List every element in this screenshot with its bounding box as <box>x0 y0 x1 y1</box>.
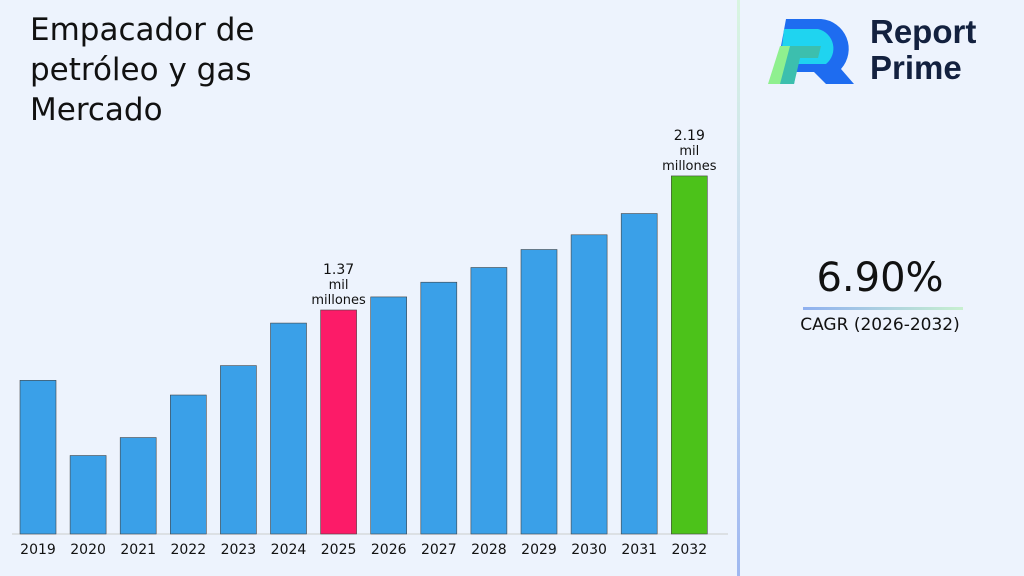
x-tick-label: 2032 <box>671 542 707 558</box>
data-label: millones <box>662 159 717 174</box>
logo-text: Report Prime <box>870 14 976 86</box>
bar-2031 <box>620 213 658 535</box>
data-label: millones <box>311 293 366 308</box>
x-tick-label: 2029 <box>521 542 557 558</box>
x-tick-label: 2022 <box>170 542 206 558</box>
logo-line2: Prime <box>870 49 962 86</box>
bar-2019 <box>19 380 57 535</box>
x-tick-label: 2021 <box>120 542 156 558</box>
data-label: 2.19 <box>674 128 705 144</box>
bar-2025 <box>320 309 357 535</box>
bar-2026 <box>370 296 408 535</box>
bar-2022 <box>170 394 207 535</box>
x-tick-label: 2023 <box>221 542 257 558</box>
bar-2029 <box>520 249 558 535</box>
x-tick-label: 2025 <box>321 542 357 558</box>
cagr-value: 6.90% <box>816 255 944 301</box>
bar-2024 <box>270 322 307 535</box>
cagr-label: CAGR (2026-2032) <box>800 315 960 335</box>
data-label: 1.37 <box>323 262 354 278</box>
bar-2028 <box>470 267 508 535</box>
divider <box>737 0 740 576</box>
cagr-underline <box>803 307 963 310</box>
x-tick-label: 2024 <box>271 542 307 558</box>
x-tick-label: 2020 <box>70 542 106 558</box>
bar-2027 <box>420 281 458 535</box>
bar-2023 <box>220 365 257 535</box>
bar-2030 <box>570 234 608 535</box>
x-tick-label: 2026 <box>371 542 407 558</box>
bar-2032 <box>670 175 708 535</box>
logo-line1: Report <box>870 13 977 50</box>
x-tick-label: 2031 <box>621 542 657 558</box>
x-tick-label: 2019 <box>20 542 56 558</box>
x-tick-label: 2027 <box>421 542 457 558</box>
report-prime-logo-icon <box>768 19 854 84</box>
data-label: mil <box>329 278 349 293</box>
chart-title: Empacador de petróleo y gas Mercado <box>30 12 255 128</box>
x-tick-label: 2028 <box>471 542 507 558</box>
bar-chart: 2019 2020 2021 2022 2023 2024 20251.37milmillo… <box>12 128 728 558</box>
bar-2020 <box>69 455 107 535</box>
bar-2021 <box>119 437 157 535</box>
x-tick-label: 2030 <box>571 542 607 558</box>
data-label: mil <box>679 144 699 159</box>
